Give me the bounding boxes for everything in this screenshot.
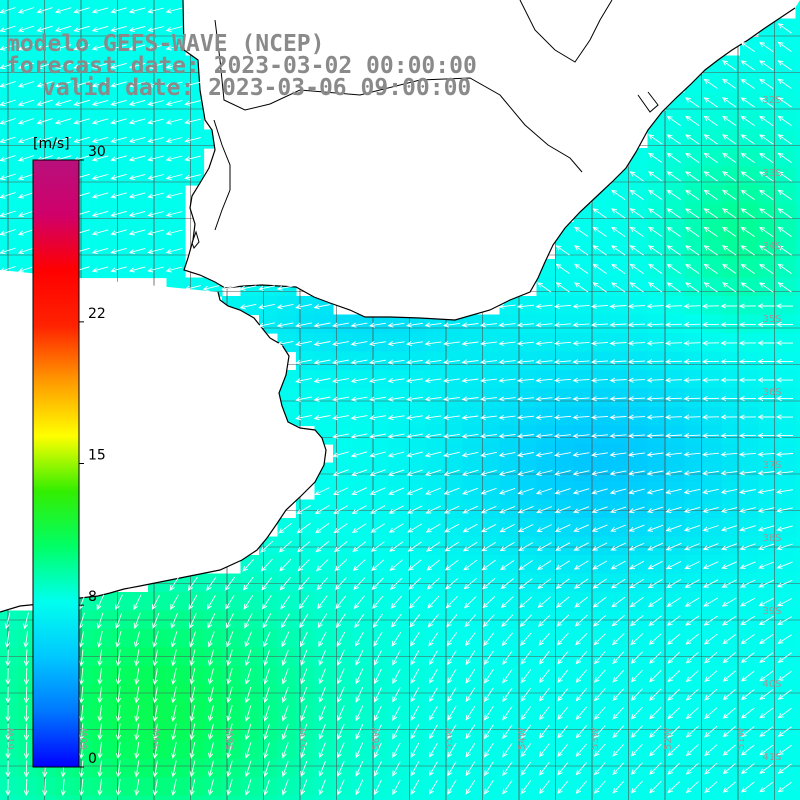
longitude-label: 57W — [298, 727, 309, 750]
colorbar-tick-label: 30 — [88, 144, 106, 160]
colorbar-bar — [32, 159, 80, 768]
latitude-label: 34S — [762, 241, 781, 252]
latitude-label: 38S — [762, 533, 781, 544]
colorbar-tick-label: 22 — [88, 306, 106, 322]
forecast-date: forecast date: 2023-03-02 00:00:00 — [6, 53, 477, 79]
colorbar-ticks: 30 22 15 8 0 — [79, 144, 106, 768]
colorbar-tick-label: 15 — [88, 448, 106, 464]
longitude-label: 59W — [152, 727, 163, 750]
longitude-labels: 61W 60W 59W 58W 57W 56W 55W 54W 53W 52W 51W — [6, 727, 747, 750]
model-title: modelo GEFS-WAVE (NCEP) — [6, 31, 325, 57]
longitude-label: 55W — [444, 727, 455, 750]
longitude-label: 58W — [225, 727, 236, 750]
latitude-labels: 32S 33S 34S 35S 36S 37S 38S 39S 40S 41S — [762, 95, 781, 763]
latitude-label: 36S — [762, 387, 781, 398]
longitude-label: 52W — [663, 727, 674, 750]
colorbar-unit: [m/s] — [33, 136, 70, 152]
longitude-label: 60W — [79, 727, 90, 750]
latitude-label: 40S — [762, 679, 781, 690]
latitude-label: 41S — [762, 752, 781, 763]
longitude-label: 54W — [517, 727, 528, 750]
longitude-label: 51W — [736, 727, 747, 750]
colorbar: [m/s] 30 22 15 8 0 — [32, 136, 106, 768]
valid-date: valid date: 2023-03-06 09:00:00 — [42, 75, 472, 101]
longitude-label: 61W — [6, 727, 17, 750]
longitude-label: 53W — [590, 727, 601, 750]
colorbar-tick-label: 8 — [88, 589, 97, 605]
latitude-label: 39S — [762, 606, 781, 617]
latitude-label: 35S — [762, 314, 781, 325]
latitude-label: 33S — [762, 168, 781, 179]
latitude-label: 37S — [762, 460, 781, 471]
longitude-label: 56W — [371, 727, 382, 750]
latitude-label: 32S — [762, 95, 781, 106]
colorbar-tick-label: 0 — [88, 751, 97, 767]
